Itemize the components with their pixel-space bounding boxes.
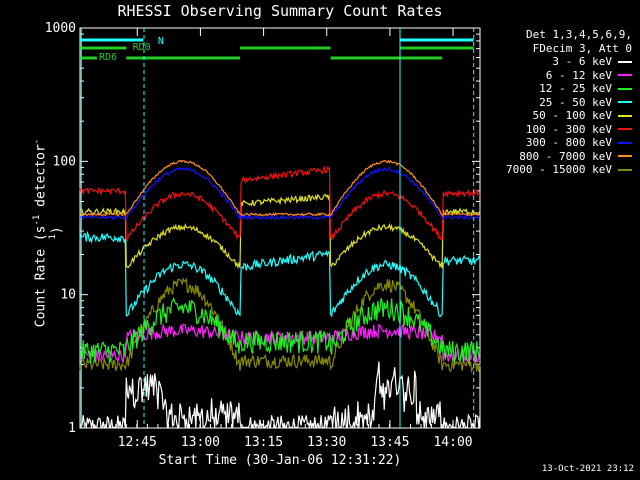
chart-title: RHESSI Observing Summary Count Rates bbox=[117, 2, 443, 20]
legend-header-line-2: FDecim 3, Att 0 bbox=[532, 41, 632, 55]
y-tick-label: 1000 bbox=[45, 21, 76, 36]
y-axis-label: Count Rate (s-1 detector-1) bbox=[32, 138, 65, 328]
legend: Det 1,3,4,5,6,9, FDecim 3, Att 0 3 - 6 k… bbox=[472, 28, 632, 177]
legend-item: 25 - 50 keV bbox=[472, 96, 632, 110]
series-line-s8 bbox=[79, 159, 481, 217]
legend-item: 12 - 25 keV bbox=[472, 82, 632, 96]
legend-item-label: 800 - 7000 keV bbox=[519, 149, 612, 163]
x-tick-label: 13:30 bbox=[307, 435, 346, 450]
legend-item: 7000 - 15000 keV bbox=[472, 163, 632, 177]
series-line-s1 bbox=[79, 361, 481, 430]
y-tick-label: 1 bbox=[68, 421, 76, 436]
series-line-s7 bbox=[79, 166, 481, 221]
flag-label-RD6: RD6 bbox=[99, 52, 117, 63]
legend-swatch bbox=[618, 141, 632, 144]
x-tick-label: 14:00 bbox=[433, 435, 472, 450]
legend-swatch bbox=[618, 87, 632, 90]
flag-label-N: N bbox=[158, 36, 164, 47]
series-line-s5 bbox=[79, 193, 481, 270]
legend-swatch bbox=[618, 155, 632, 158]
x-tick-label: 13:00 bbox=[181, 435, 220, 450]
series-line-s2 bbox=[79, 322, 481, 364]
legend-item: 300 - 800 keV bbox=[472, 136, 632, 150]
legend-item-label: 300 - 800 keV bbox=[525, 136, 612, 149]
legend-item-label: 3 - 6 keV bbox=[552, 55, 612, 68]
flag-label-RD0: RD0 bbox=[133, 42, 151, 53]
x-tick-label: 12:45 bbox=[118, 435, 157, 450]
legend-swatch bbox=[618, 74, 632, 77]
legend-item: 50 - 100 keV bbox=[472, 109, 632, 123]
legend-item: 6 - 12 keV bbox=[472, 69, 632, 83]
legend-item-label: 7000 - 15000 keV bbox=[506, 163, 612, 176]
plot-frame bbox=[79, 27, 481, 429]
series-line-s9 bbox=[79, 276, 481, 374]
legend-item: 100 - 300 keV bbox=[472, 123, 632, 137]
series-line-s3 bbox=[79, 296, 481, 364]
y-tick-label: 100 bbox=[53, 154, 76, 169]
x-tick-label: 13:15 bbox=[244, 435, 283, 450]
legend-swatch bbox=[618, 128, 632, 131]
legend-item: 3 - 6 keV bbox=[472, 55, 632, 69]
legend-item: 800 - 7000 keV bbox=[472, 150, 632, 164]
legend-swatch bbox=[618, 60, 632, 63]
legend-swatch bbox=[618, 114, 632, 117]
legend-swatch bbox=[618, 101, 632, 104]
series-line-s6 bbox=[79, 165, 481, 242]
y-tick-label: 10 bbox=[60, 288, 76, 303]
timestamp: 13-Oct-2021 23:12 bbox=[541, 464, 634, 474]
legend-item-label: 6 - 12 keV bbox=[545, 68, 612, 82]
legend-item-label: 50 - 100 keV bbox=[532, 109, 612, 122]
x-tick-label: 13:45 bbox=[370, 435, 409, 450]
legend-swatch bbox=[618, 168, 632, 171]
x-axis-label: Start Time (30-Jan-06 12:31:22) bbox=[158, 453, 402, 468]
series-line-s4 bbox=[79, 230, 481, 318]
legend-item-label: 25 - 50 keV bbox=[539, 95, 612, 109]
legend-item-label: 100 - 300 keV bbox=[525, 122, 612, 136]
legend-header-line-1: Det 1,3,4,5,6,9, bbox=[526, 28, 632, 41]
legend-item-label: 12 - 25 keV bbox=[539, 82, 612, 95]
